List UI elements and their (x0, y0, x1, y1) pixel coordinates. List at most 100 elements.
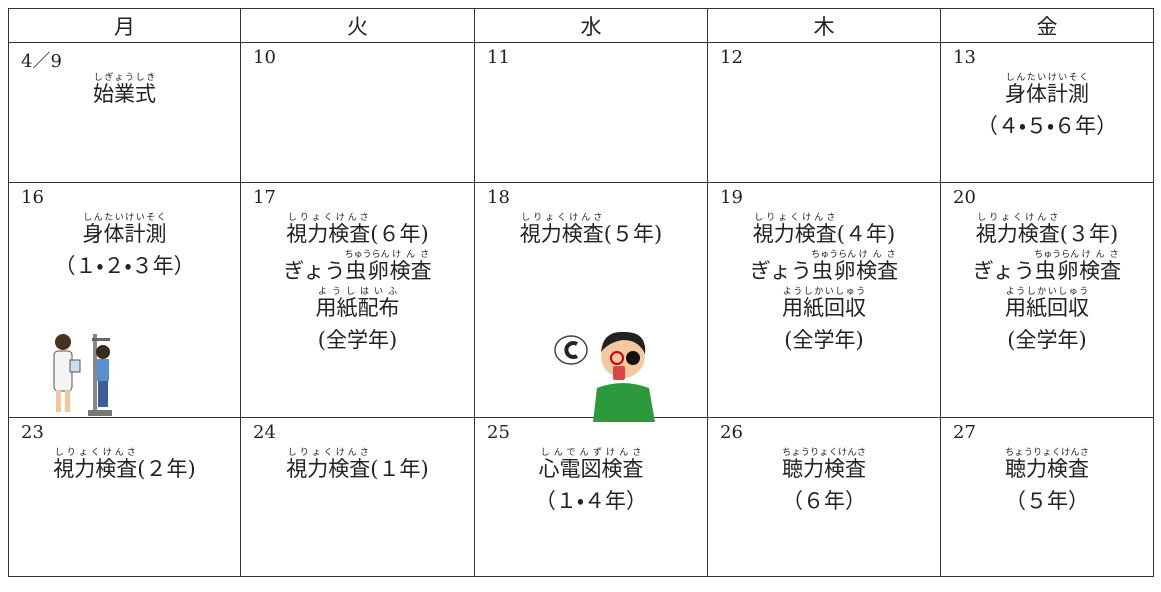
event-text: (２年) (137, 457, 196, 481)
event-text: 視力検査 (752, 222, 837, 246)
day-cell: 25 心電図検査しんでんずけんさ （１・４年） (474, 417, 708, 577)
event-text: 身体計測 (1005, 82, 1089, 106)
day-header: 火 (240, 8, 475, 43)
date: 23 (21, 422, 44, 443)
event-text: (５年) (603, 222, 663, 246)
ruby-text: 心電図検査しんでんずけんさ (538, 448, 644, 481)
event-text: （１・４年） (534, 489, 648, 513)
event-line: (全学年) (953, 324, 1141, 356)
furigana: けんさ (856, 250, 899, 260)
event-line: (全学年) (253, 324, 462, 356)
event-text: 心電図検査 (538, 457, 644, 481)
header-row: 月火水木金 (8, 8, 1154, 43)
day-cell: 20 視力検査しりょくけんさ(３年) ぎょう虫卵ちゅうらん検査けんさ 用紙回収ようしか… (940, 182, 1154, 418)
event-text: 聴力検査 (782, 457, 866, 481)
date: 20 (953, 187, 976, 208)
event-line: （１・２・３年） (21, 250, 228, 282)
furigana: しりょくけんさ (519, 213, 604, 223)
eye-test-illustration (554, 331, 655, 422)
date: 4／9 (21, 51, 62, 72)
health-check-illustration (53, 334, 112, 416)
day-cell: 19 視力検査しりょくけんさ(４年) ぎょう虫卵ちゅうらん検査けんさ 用紙回収ようしか… (707, 182, 941, 418)
ruby-text: 虫卵ちゅうらん (1034, 250, 1079, 283)
day-cell: 11 (474, 42, 708, 183)
event-text: (全学年) (784, 328, 864, 352)
event-text: (全学年) (317, 328, 398, 352)
ruby-text: 身体計測しんたいけいそく (82, 213, 167, 246)
event-text: (３年) (1059, 222, 1119, 246)
event-text: 視力検査 (519, 222, 604, 246)
event-line: 用紙回収ようしかいしゅう (720, 287, 928, 324)
furigana: しりょくけんさ (286, 213, 371, 223)
event-line: 視力検査しりょくけんさ(３年) (953, 213, 1141, 250)
ruby-text: 視力検査しりょくけんさ (286, 448, 370, 481)
event-text: 身体計測 (82, 222, 167, 246)
event-text: (１年) (370, 457, 429, 481)
ruby-text: 視力検査しりょくけんさ (752, 213, 837, 246)
day-cell: 13 身体計測しんたいけいそく （４・５・６年） (940, 42, 1154, 183)
furigana: しりょくけんさ (53, 448, 138, 458)
event-text: (４年) (836, 222, 896, 246)
ruby-text: 視力検査しりょくけんさ (976, 213, 1060, 246)
date: 16 (21, 187, 44, 208)
event-line: 視力検査しりょくけんさ(１年) (253, 448, 462, 485)
event-text: 視力検査 (286, 222, 371, 246)
date: 25 (487, 422, 510, 443)
event-line: ぎょう虫卵ちゅうらん検査けんさ (720, 250, 928, 287)
event-line: 身体計測しんたいけいそく (953, 73, 1141, 110)
furigana: しんたいけいそく (1005, 73, 1089, 83)
ruby-text: 虫卵ちゅうらん (811, 250, 856, 283)
event-line: 視力検査しりょくけんさ(２年) (21, 448, 228, 485)
week-row: 4／9 始業式しぎょうしき 10 11 12 13 身体計測しんたいけいそく （４・５・６年） (8, 42, 1154, 183)
day-cell: 17 視力検査しりょくけんさ(６年) ぎょう虫卵ちゅうらん検査けんさ 用紙配布ようしは… (240, 182, 475, 418)
event-line: (全学年) (720, 324, 928, 356)
event-line: 始業式しぎょうしき (21, 73, 228, 110)
day-header: 月 (8, 8, 241, 43)
ruby-text: 聴力検査ちょうりょくけんさ (1005, 448, 1089, 481)
ruby-text: 検査けんさ (1079, 250, 1121, 283)
date: 17 (253, 187, 276, 208)
event-line: 用紙回収ようしかいしゅう (953, 287, 1141, 324)
date: 13 (953, 47, 976, 68)
event-line: 用紙配布ようしはいふ (253, 287, 462, 324)
day-cell: 27 聴力検査ちょうりょくけんさ （５年） (940, 417, 1154, 577)
day-cell: 12 (707, 42, 941, 183)
furigana: しりょくけんさ (286, 448, 371, 458)
furigana: ちゅうらん (344, 250, 390, 260)
event-line: 視力検査しりょくけんさ(５年) (487, 213, 695, 250)
event-text: 用紙回収 (1005, 296, 1089, 320)
ruby-text: 身体計測しんたいけいそく (1005, 73, 1089, 106)
date: 27 (953, 422, 976, 443)
event-text: 用紙回収 (782, 296, 866, 320)
day-header: 金 (940, 8, 1154, 43)
day-cell: 24 視力検査しりょくけんさ(１年) (240, 417, 475, 577)
ruby-text: 用紙回収ようしかいしゅう (782, 287, 866, 320)
furigana: ちゅうらん (811, 250, 857, 260)
event-text: （５年） (1005, 489, 1089, 513)
event-line: 聴力検査ちょうりょくけんさ (953, 448, 1141, 485)
date: 26 (720, 422, 743, 443)
furigana: ちょうりょくけんさ (1005, 448, 1089, 458)
day-cell: 23 視力検査しりょくけんさ(２年) (8, 417, 241, 577)
furigana: けんさ (389, 250, 432, 260)
furigana: ようしかいしゅう (782, 287, 866, 297)
event-line: 聴力検査ちょうりょくけんさ (720, 448, 928, 485)
furigana: けんさ (1079, 250, 1122, 260)
week-row: 16 身体計測しんたいけいそく （１・２・３年） 17 視力検査しりょくけんさ(６年) ぎ… (8, 182, 1154, 418)
event-line: （４・５・６年） (953, 110, 1141, 142)
date: 12 (720, 47, 743, 68)
furigana: ちょうりょくけんさ (782, 448, 866, 458)
date: 19 (720, 187, 743, 208)
event-text: 視力検査 (53, 457, 138, 481)
date: 11 (487, 47, 510, 68)
event-text: ぎょう (972, 259, 1035, 283)
event-text: ぎょう (283, 259, 346, 283)
ruby-text: 用紙回収ようしかいしゅう (1005, 287, 1089, 320)
day-cell: 10 (240, 42, 475, 183)
ruby-text: 始業式しぎょうしき (93, 73, 156, 106)
ruby-text: 聴力検査ちょうりょくけんさ (782, 448, 866, 481)
ruby-text: 視力検査しりょくけんさ (286, 213, 371, 246)
week-row: 23 視力検査しりょくけんさ(２年) 24 視力検査しりょくけんさ(１年) 25 心電図検… (8, 417, 1154, 577)
date: 18 (487, 187, 510, 208)
